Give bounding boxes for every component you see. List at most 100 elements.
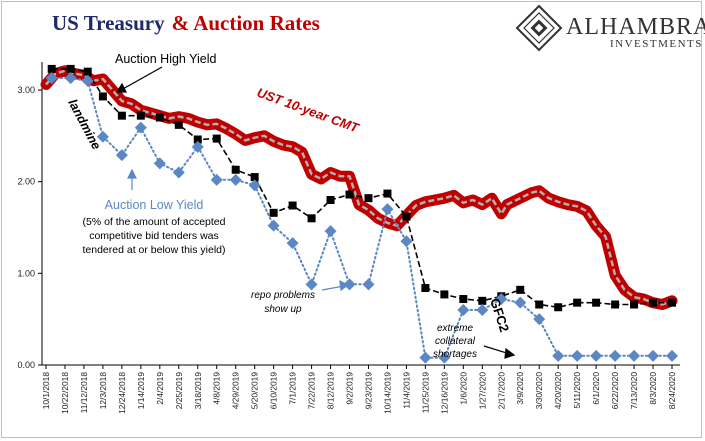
x-tick-label: 7/13/2020 [629, 372, 639, 410]
auction-high-point [269, 208, 278, 217]
auction-high-point [535, 300, 544, 309]
arrow-head-auction-high [115, 82, 127, 93]
auction-low-point [476, 304, 489, 316]
x-tick-label: 11/25/2019 [420, 372, 430, 414]
x-tick-label: 1/27/2020 [477, 372, 487, 410]
y-axis-ticks: 0.00 1.00 2.00 3.00 [17, 85, 42, 370]
auction-high-point [83, 67, 92, 76]
auction-low-point [248, 179, 261, 192]
x-tick-label: 12/3/2018 [98, 372, 108, 410]
auction-high-point [573, 298, 582, 307]
x-tick-label: 2/25/2019 [174, 372, 184, 410]
x-tick-label: 6/1/2020 [591, 372, 601, 405]
auction-high-point [231, 165, 240, 174]
auction-high-point [307, 214, 316, 223]
auction-low-point [552, 349, 565, 362]
auction-low-point [400, 235, 413, 248]
logo-subtitle: INVESTMENTS [610, 38, 703, 50]
series-line-auction-low [50, 77, 673, 359]
auction-high-point [47, 64, 56, 73]
x-tick-label: 2/4/2019 [155, 372, 165, 405]
auction-high-point [212, 134, 221, 143]
annotation-arrows [115, 66, 516, 359]
auction-low-point [64, 72, 77, 85]
x-tick-label: 7/22/2019 [307, 372, 317, 410]
x-tick-label: 11/12/2018 [79, 372, 89, 414]
auction-low-point [666, 349, 678, 362]
auction-high-point [630, 300, 639, 309]
annotation-gfc2: GFC2 [487, 296, 512, 334]
annotation-ust-label: UST 10-year CMT [255, 85, 362, 136]
y-tick-label: 2.00 [17, 177, 35, 187]
title-part-2: & Auction Rates [172, 11, 320, 35]
auction-high-point [554, 303, 563, 312]
arrow-head-repo [339, 279, 350, 292]
x-tick-label: 4/8/2019 [212, 372, 222, 405]
x-tick-label: 6/22/2020 [610, 372, 620, 410]
x-tick-label: 7/1/2019 [288, 372, 298, 405]
auction-low-point [153, 157, 166, 170]
auction-high-point [193, 135, 202, 144]
auction-low-point [96, 130, 109, 143]
y-tick-label: 1.00 [17, 268, 35, 278]
annotation-auction-low: Auction Low Yield [105, 198, 204, 212]
auction-low-point [115, 149, 128, 162]
auction-low-point [45, 72, 58, 85]
x-tick-label: 5/20/2019 [250, 372, 260, 410]
auction-high-point [288, 201, 297, 210]
auction-high-point [174, 120, 183, 129]
auction-low-point [628, 349, 641, 362]
x-tick-label: 12/24/2018 [117, 372, 127, 414]
auction-low-point [533, 313, 546, 326]
auction-high-point [478, 296, 487, 305]
auction-high-point [155, 113, 164, 122]
title-part-1: US Treasury [52, 11, 165, 35]
x-tick-label: 12/16/2019 [439, 372, 449, 414]
auction-low-point [305, 278, 318, 291]
auction-high-point [98, 92, 107, 101]
auction-high-point [345, 190, 354, 199]
auction-high-point [516, 285, 525, 294]
annotation-auction-low-note-1: (5% of the amount of accepted [82, 216, 225, 228]
series-auction-high-yield [47, 64, 676, 312]
auction-low-point [419, 351, 432, 364]
auction-high-point [250, 173, 259, 182]
auction-high-point [326, 196, 335, 204]
annotation-extreme-1: extreme [437, 323, 474, 334]
x-tick-label: 8/3/2020 [648, 372, 658, 405]
x-tick-label: 2/17/2020 [496, 372, 506, 410]
annotation-repo-1: repo problems [251, 290, 315, 301]
annotation-extreme-2: collateral [435, 336, 476, 347]
auction-low-point [134, 121, 147, 134]
arrow-head-auction-low [127, 168, 137, 179]
auction-low-point [81, 74, 94, 87]
logo-name: ALHAMBRA [566, 14, 705, 40]
annotation-extreme-3: shortages [433, 349, 477, 360]
auction-low-point [647, 349, 660, 362]
x-tick-label: 5/11/2020 [572, 372, 582, 409]
x-tick-label: 6/10/2019 [269, 372, 279, 410]
auction-low-point [362, 278, 375, 291]
auction-high-point [649, 298, 658, 307]
annotation-repo-2: show up [264, 304, 302, 315]
auction-high-point [668, 298, 676, 307]
annotation-auction-high: Auction High Yield [115, 52, 217, 66]
x-tick-label: 10/22/2018 [60, 372, 70, 414]
auction-low-point [210, 173, 223, 186]
auction-low-point [381, 203, 394, 216]
auction-high-point [117, 111, 126, 120]
auction-high-point [459, 295, 468, 303]
auction-high-point [136, 111, 145, 120]
arrow-head-extreme [504, 347, 516, 359]
series-line-cmt-inner [45, 69, 673, 306]
auction-high-point [383, 189, 392, 198]
x-tick-label: 9/2/2019 [345, 372, 355, 405]
auction-low-point [590, 349, 603, 362]
chart-title: US Treasury & Auction Rates [52, 11, 320, 35]
auction-high-point [421, 284, 430, 292]
auction-low-point [571, 349, 584, 362]
x-tick-label: 9/23/2019 [363, 372, 373, 410]
x-tick-label: 3/18/2019 [193, 372, 203, 410]
x-tick-label: 4/20/2020 [553, 372, 563, 410]
auction-low-point [324, 225, 337, 238]
